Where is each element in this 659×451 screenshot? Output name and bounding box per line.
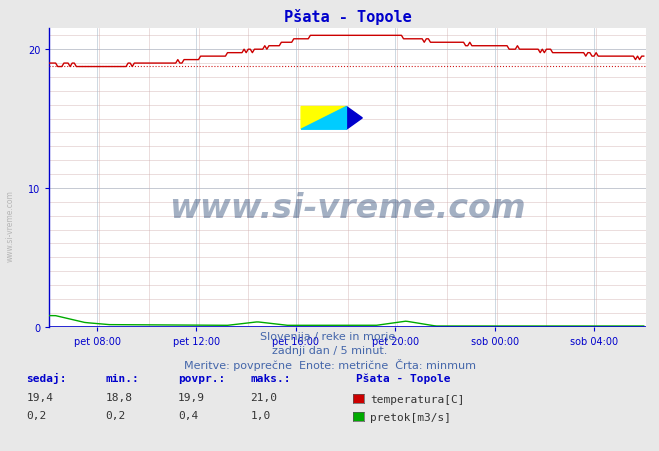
Text: 18,8: 18,8 [105, 392, 132, 402]
Text: sedaj:: sedaj: [26, 372, 67, 383]
Text: www.si-vreme.com: www.si-vreme.com [5, 189, 14, 262]
Text: Pšata - Topole: Pšata - Topole [356, 373, 450, 383]
Text: 0,4: 0,4 [178, 410, 198, 420]
Text: Meritve: povprečne  Enote: metrične  Črta: minmum: Meritve: povprečne Enote: metrične Črta:… [183, 359, 476, 371]
Text: 19,9: 19,9 [178, 392, 205, 402]
Text: zadnji dan / 5 minut.: zadnji dan / 5 minut. [272, 345, 387, 355]
Text: 0,2: 0,2 [105, 410, 126, 420]
Polygon shape [301, 107, 347, 130]
Text: min.:: min.: [105, 373, 139, 383]
Title: Pšata - Topole: Pšata - Topole [284, 9, 411, 25]
Text: 0,2: 0,2 [26, 410, 47, 420]
Text: pretok[m3/s]: pretok[m3/s] [370, 412, 451, 422]
Text: www.si-vreme.com: www.si-vreme.com [169, 191, 526, 225]
Text: Slovenija / reke in morje.: Slovenija / reke in morje. [260, 331, 399, 341]
Polygon shape [347, 107, 362, 130]
Text: maks.:: maks.: [250, 373, 291, 383]
Text: 1,0: 1,0 [250, 410, 271, 420]
Text: 19,4: 19,4 [26, 392, 53, 402]
Text: povpr.:: povpr.: [178, 373, 225, 383]
Text: 21,0: 21,0 [250, 392, 277, 402]
Polygon shape [301, 107, 347, 130]
Text: temperatura[C]: temperatura[C] [370, 394, 465, 404]
